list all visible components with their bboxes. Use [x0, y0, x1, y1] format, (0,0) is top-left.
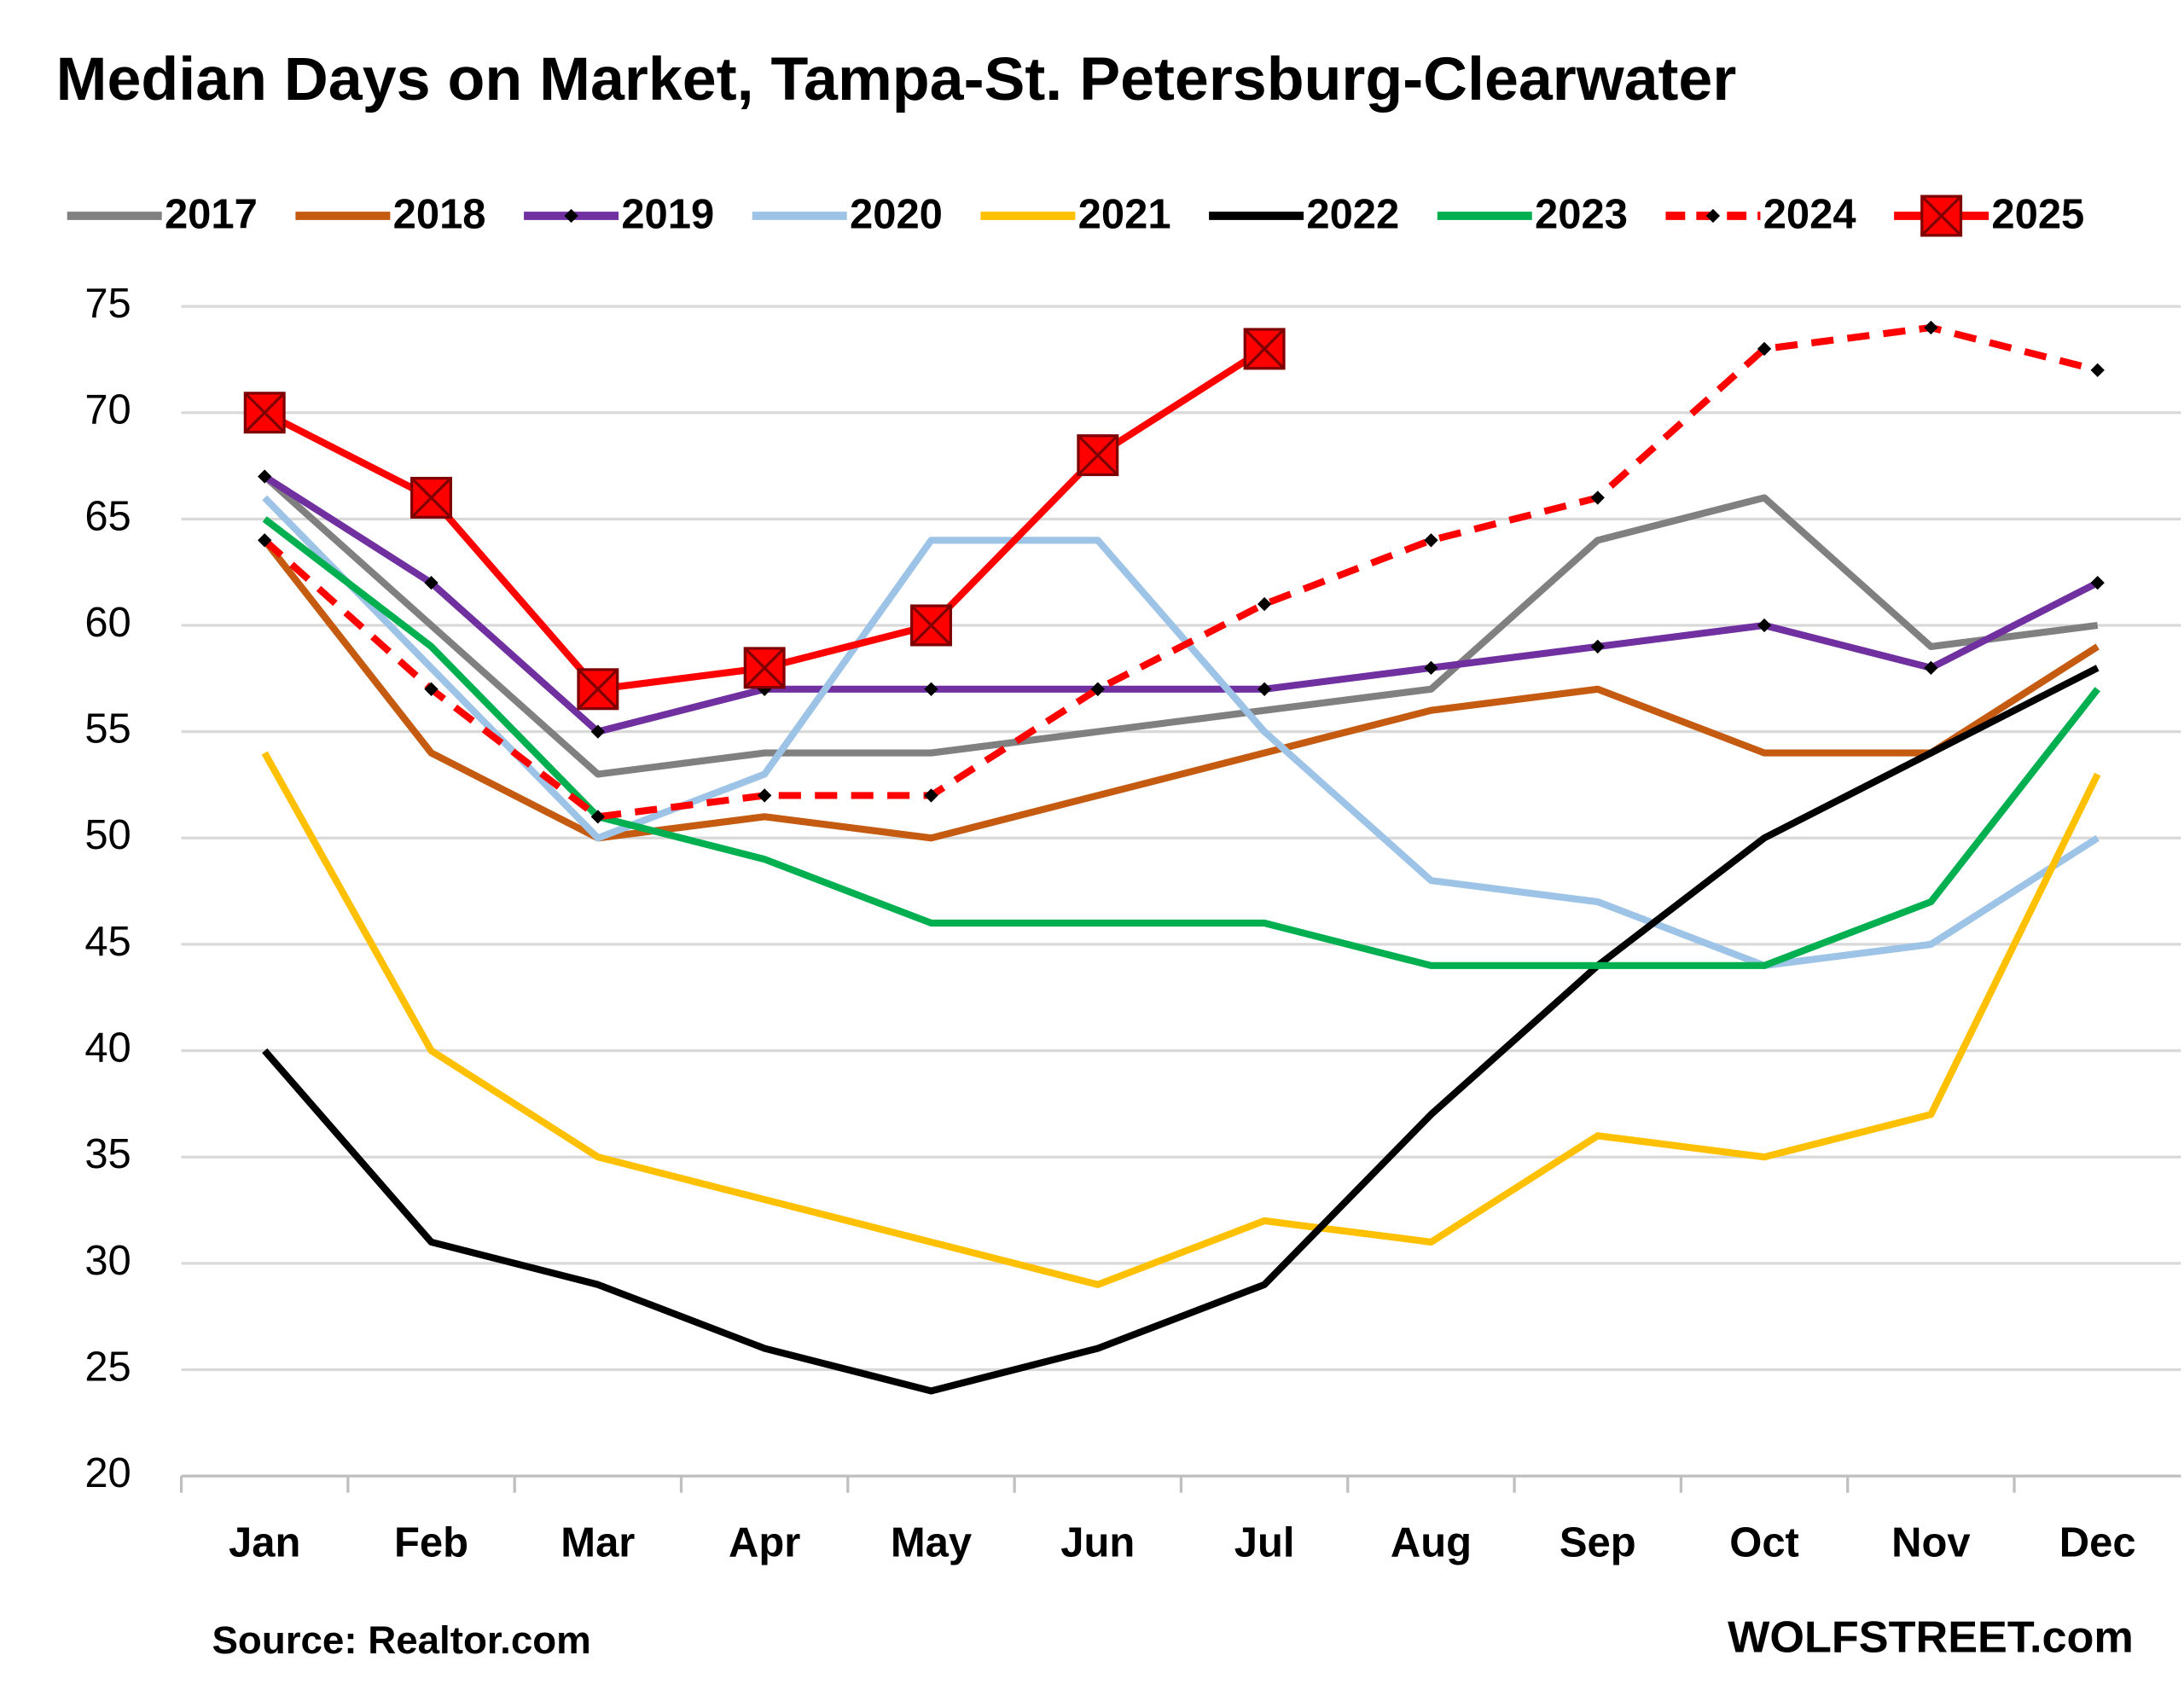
point-marker [758, 788, 772, 803]
series-line [261, 537, 2100, 842]
legend-label: 2018 [393, 192, 486, 238]
point-marker [1924, 320, 1938, 335]
legend-marker [1920, 195, 1963, 237]
x-tick-label: Feb [394, 1520, 468, 1566]
legend-label: 2020 [850, 192, 943, 238]
legend-label: 2024 [1763, 192, 1856, 238]
point-marker [743, 647, 786, 689]
x-tick-label: Jun [1060, 1520, 1135, 1566]
y-tick-label: 25 [84, 1344, 131, 1390]
point-marker [1924, 660, 1938, 676]
y-tick-label: 70 [84, 387, 131, 433]
series-line [261, 751, 2101, 1288]
credit: WOLFSTREET.com [1728, 1613, 2134, 1663]
y-tick-label: 60 [84, 600, 131, 646]
chart-title: Median Days on Market, Tampa-St. Petersb… [56, 45, 1737, 113]
point-marker [1243, 328, 1286, 370]
point-marker [924, 788, 938, 803]
y-tick-label: 45 [84, 919, 131, 965]
y-tick-label: 30 [84, 1238, 131, 1284]
legend-label: 2022 [1306, 192, 1399, 238]
x-tick-label: May [891, 1520, 972, 1566]
series-line [262, 516, 2100, 969]
point-marker [1424, 533, 1438, 548]
y-tick-label: 55 [84, 706, 131, 752]
x-tick-label: Oct [1729, 1520, 1799, 1566]
y-tick-label: 50 [84, 812, 131, 858]
legend-marker [1705, 208, 1721, 224]
point-marker [1090, 682, 1105, 696]
x-tick-label: Jul [1234, 1520, 1295, 1566]
series-line [262, 665, 2100, 1395]
x-tick-label: Mar [561, 1520, 635, 1566]
y-tick-label: 40 [84, 1025, 131, 1071]
y-tick-label: 20 [84, 1450, 131, 1496]
point-marker [424, 682, 439, 696]
x-tick-label: Jan [229, 1520, 300, 1566]
legend-label: 2019 [621, 192, 714, 238]
point-marker [910, 604, 952, 647]
series-line [263, 473, 2100, 735]
point-marker [758, 682, 772, 696]
point-marker [1757, 618, 1772, 633]
x-tick-label: Apr [729, 1520, 800, 1566]
series-line [262, 323, 2099, 821]
legend-label: 2025 [1991, 192, 2084, 238]
point-marker [2090, 363, 2105, 378]
point-marker [577, 668, 619, 711]
point-marker [243, 392, 286, 434]
x-tick-label: Aug [1391, 1520, 1472, 1566]
source: Source: Realtor.com [212, 1618, 590, 1662]
point-marker [924, 682, 938, 696]
point-marker [2090, 575, 2105, 590]
y-tick-label: 35 [84, 1131, 131, 1177]
point-marker [410, 476, 453, 519]
x-tick-label: Nov [1891, 1520, 1971, 1566]
point-marker [1077, 434, 1119, 477]
series-line [262, 495, 2100, 969]
legend-label: 2021 [1078, 192, 1171, 238]
series-line [262, 473, 2099, 778]
x-tick-label: Sep [1560, 1520, 1636, 1566]
y-tick-label: 65 [84, 493, 131, 539]
point-marker [1424, 660, 1438, 676]
legend-label: 2017 [165, 192, 258, 238]
y-tick-label: 75 [84, 281, 131, 327]
x-tick-label: Dec [2059, 1520, 2136, 1566]
legend-label: 2023 [1535, 192, 1628, 238]
